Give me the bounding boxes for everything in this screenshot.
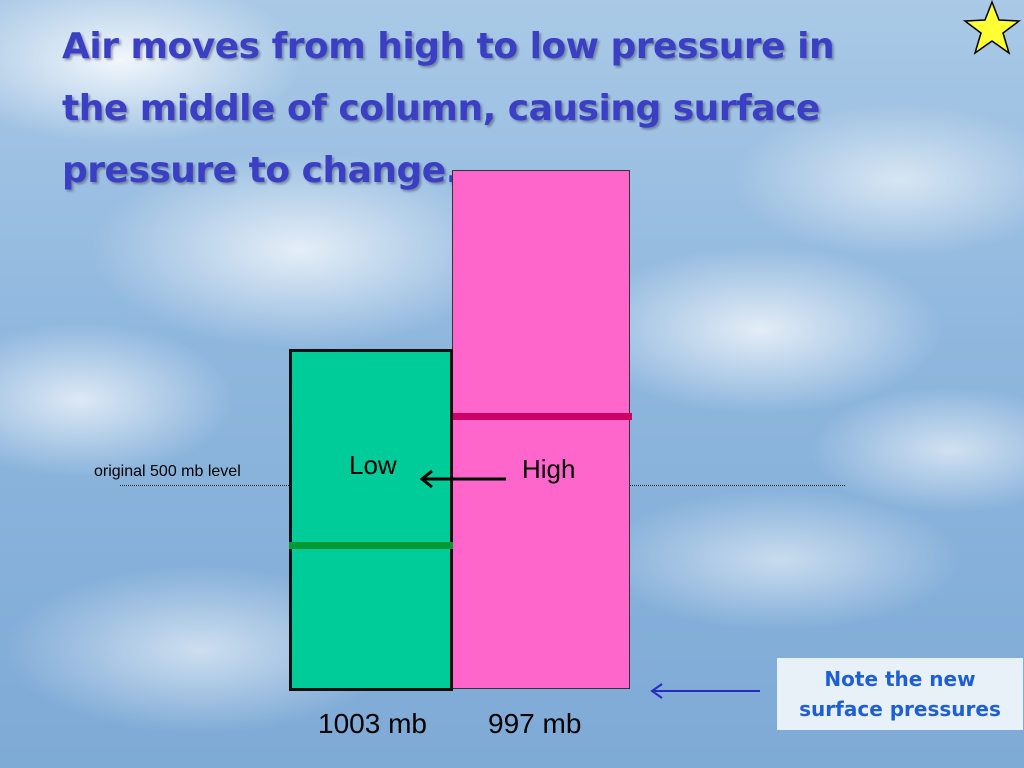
high-column-500mb-line: [452, 413, 632, 420]
low-column-500mb-line: [289, 542, 453, 549]
original-level-label: original 500 mb level: [94, 463, 241, 480]
title-line-1: Air moves from high to low pressure in: [62, 26, 835, 67]
high-pressure-column: [452, 170, 630, 689]
high-column-surface-pressure: 997 mb: [488, 708, 582, 739]
left-arrow-icon: [419, 469, 506, 489]
title-line-2: the middle of column, causing surface: [62, 88, 820, 129]
note-line-1: Note the new: [824, 667, 976, 691]
note-line-2: surface pressures: [799, 697, 1001, 721]
star-icon: [962, 0, 1022, 55]
low-column-surface-pressure: 1003 mb: [318, 708, 427, 739]
slide-title: Air moves from high to low pressure in t…: [62, 16, 912, 202]
low-label: Low: [349, 450, 397, 480]
note-callout: Note the new surface pressures: [777, 658, 1023, 730]
high-label: High: [522, 454, 576, 484]
low-pressure-column: [289, 349, 453, 691]
note-pointer-arrow-icon: [650, 683, 760, 699]
title-line-3: pressure to change.: [62, 150, 459, 191]
